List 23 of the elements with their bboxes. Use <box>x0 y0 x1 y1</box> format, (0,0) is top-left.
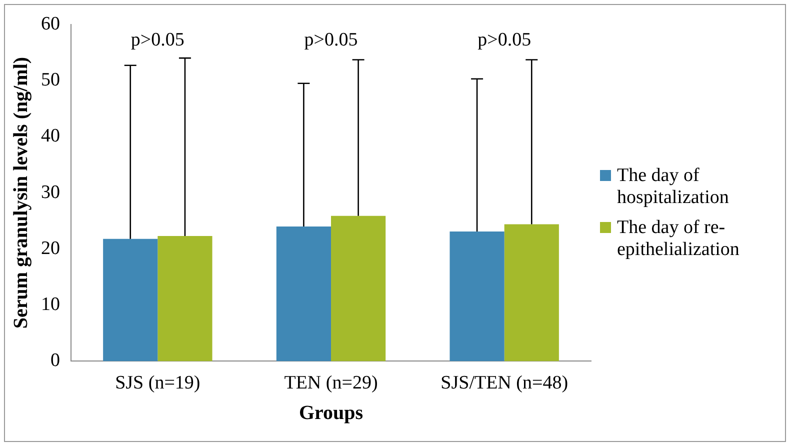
annotation: p>0.05 <box>478 29 532 50</box>
y-tick-label: 20 <box>41 238 60 259</box>
y-axis-title: Serum granulysin levels (ng/ml) <box>10 56 32 329</box>
legend-label: The day of re-epithelialization <box>617 217 740 261</box>
x-tick-label: SJS (n=19) <box>115 372 200 394</box>
y-tick-label: 60 <box>41 13 60 34</box>
y-tick-label: 30 <box>41 182 60 203</box>
legend-label: The day of hospitalization <box>617 165 730 209</box>
annotation: p>0.05 <box>304 29 358 50</box>
y-tick-label: 10 <box>41 294 60 316</box>
x-tick-label: TEN (n=29) <box>284 372 378 394</box>
x-tick-label: SJS/TEN (n=48) <box>440 372 568 394</box>
bar <box>331 216 386 362</box>
bar <box>103 238 158 362</box>
bar <box>450 232 504 362</box>
bar <box>276 226 331 362</box>
y-tick-label: 0 <box>50 350 60 372</box>
x-axis-title: Groups <box>298 402 364 424</box>
annotation: p>0.05 <box>130 29 184 50</box>
y-tick-label: 40 <box>41 126 60 147</box>
bar <box>504 224 559 362</box>
y-tick-label: 50 <box>41 70 60 91</box>
bar <box>158 236 212 362</box>
